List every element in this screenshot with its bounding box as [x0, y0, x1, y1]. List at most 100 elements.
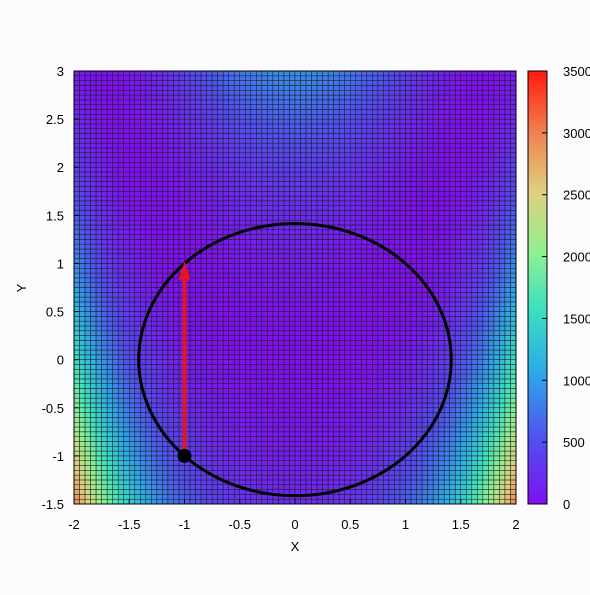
heatmap-cell [311, 272, 318, 279]
heatmap-cell [305, 99, 312, 105]
heatmap-cell [117, 94, 124, 101]
heatmap-cell [129, 114, 136, 120]
heatmap-cell [361, 99, 368, 105]
heatmap-cell [333, 344, 340, 351]
heatmap-cell [261, 71, 268, 77]
heatmap-cell [283, 258, 290, 264]
heatmap-cell [112, 171, 119, 178]
heatmap-cell [278, 215, 285, 221]
heatmap-cell [200, 450, 207, 457]
heatmap-cell [189, 330, 196, 336]
heatmap-cell [173, 431, 180, 437]
heatmap-cell [79, 431, 86, 437]
heatmap-cell [156, 494, 163, 500]
heatmap-cell [151, 85, 158, 91]
heatmap-cell [239, 128, 246, 134]
heatmap-cell [106, 340, 113, 346]
heatmap-cell [283, 171, 290, 178]
heatmap-cell [90, 340, 97, 346]
heatmap-cell [117, 282, 124, 288]
heatmap-cell [117, 426, 124, 433]
heatmap-cell [327, 470, 334, 476]
heatmap-cell [74, 191, 80, 197]
heatmap-cell [239, 152, 246, 158]
heatmap-cell [300, 426, 307, 433]
heatmap-cell [278, 248, 285, 255]
heatmap-cell [327, 417, 334, 423]
heatmap-cell [311, 239, 318, 245]
heatmap-cell [267, 234, 274, 240]
heatmap-cell [289, 118, 296, 125]
heatmap-cell [283, 239, 290, 245]
heatmap-cell [217, 450, 224, 457]
heatmap-cell [217, 147, 224, 154]
heatmap-cell [233, 152, 241, 158]
heatmap-cell [222, 109, 229, 115]
heatmap-cell [355, 191, 362, 197]
heatmap-cell [140, 282, 147, 288]
heatmap-cell [129, 354, 136, 360]
heatmap-cell [233, 373, 241, 380]
heatmap-cell [322, 75, 329, 81]
heatmap-cell [134, 446, 141, 452]
heatmap-cell [145, 479, 152, 486]
heatmap-cell [283, 311, 290, 317]
heatmap-cell [322, 393, 329, 399]
heatmap-cell [167, 393, 174, 399]
heatmap-cell [239, 138, 246, 144]
heatmap-cell [145, 340, 152, 346]
heatmap-cell [256, 320, 263, 327]
heatmap-cell [123, 75, 130, 81]
heatmap-cell [162, 104, 169, 110]
heatmap-cell [222, 181, 229, 187]
heatmap-cell [245, 316, 252, 322]
heatmap-cell [145, 71, 152, 77]
heatmap-cell [200, 320, 207, 327]
heatmap-cell [195, 133, 202, 139]
heatmap-cell [167, 219, 174, 226]
heatmap-cell [233, 426, 241, 433]
heatmap-cell [294, 166, 301, 173]
heatmap-cell [233, 80, 241, 86]
heatmap-cell [74, 272, 80, 279]
heatmap-cell [283, 118, 290, 125]
heatmap-cell [162, 114, 169, 120]
heatmap-cell [233, 133, 241, 139]
heatmap-cell [95, 421, 102, 428]
heatmap-cell [173, 417, 180, 423]
heatmap-cell [95, 470, 102, 476]
heatmap-cell [151, 470, 158, 476]
heatmap-cell [162, 243, 169, 250]
heatmap-cell [222, 89, 229, 96]
heatmap-cell [222, 369, 229, 375]
heatmap-cell [300, 191, 307, 197]
heatmap-cell [117, 181, 124, 187]
heatmap-cell [84, 94, 91, 101]
heatmap-cell [311, 104, 318, 110]
heatmap-cell [316, 417, 323, 423]
heatmap-cell [167, 397, 174, 404]
heatmap-cell [145, 489, 152, 495]
heatmap-cell [222, 306, 229, 312]
heatmap-cell [278, 455, 285, 461]
heatmap-cell [134, 494, 141, 500]
heatmap-cell [74, 71, 80, 77]
heatmap-cell [134, 253, 141, 259]
heatmap-cell [261, 248, 268, 255]
heatmap-cell [211, 340, 218, 346]
heatmap-cell [134, 215, 141, 221]
heatmap-cell [162, 354, 169, 360]
heatmap-cell [134, 407, 141, 413]
heatmap-cell [344, 224, 351, 231]
heatmap-cell [294, 344, 301, 351]
heatmap-cell [355, 215, 362, 221]
heatmap-cell [123, 373, 130, 380]
heatmap-cell [117, 484, 124, 490]
heatmap-cell [106, 489, 113, 495]
heatmap-cell [123, 354, 130, 360]
heatmap-cell [261, 383, 268, 389]
heatmap-cell [327, 75, 334, 81]
heatmap-cell [222, 397, 229, 404]
heatmap-cell [79, 99, 86, 105]
heatmap-cell [228, 71, 235, 77]
